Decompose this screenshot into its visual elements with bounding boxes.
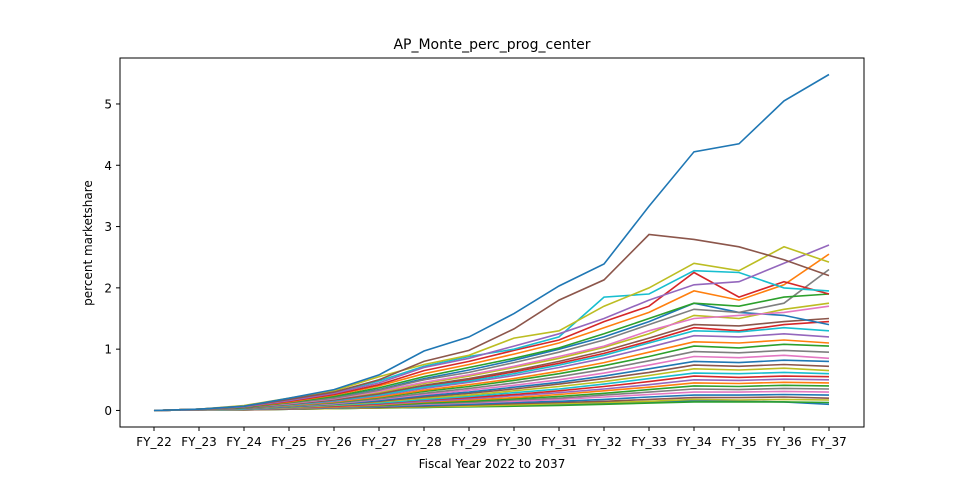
y-tick-label: 1 <box>104 343 112 357</box>
x-axis: FY_22 FY_23 FY_24 FY_25 FY_26 FY_27 FY_28 FY_29… <box>136 427 847 449</box>
chart-title: AP_Monte_perc_prog_center <box>393 37 590 53</box>
y-axis: 0 1 2 3 4 5 <box>104 97 120 418</box>
x-tick-label: FY_33 <box>631 435 667 449</box>
x-tick-label: FY_22 <box>136 435 172 449</box>
x-tick-label: FY_32 <box>586 435 622 449</box>
x-tick-label: FY_25 <box>271 435 307 449</box>
x-tick-label: FY_23 <box>181 435 217 449</box>
series-line-0 <box>153 73 830 412</box>
x-tick-label: FY_26 <box>316 435 352 449</box>
y-tick-label: 0 <box>104 404 112 418</box>
y-axis-label: percent marketshare <box>81 180 95 306</box>
x-tick-label: FY_36 <box>766 435 802 449</box>
plot-lines <box>153 73 830 412</box>
y-tick-label: 3 <box>104 220 112 234</box>
x-tick-label: FY_27 <box>361 435 397 449</box>
x-tick-label: FY_29 <box>451 435 487 449</box>
x-tick-label: FY_35 <box>721 435 757 449</box>
x-tick-label: FY_31 <box>541 435 577 449</box>
x-tick-label: FY_28 <box>406 435 442 449</box>
x-axis-label: Fiscal Year 2022 to 2037 <box>419 457 566 471</box>
plot-frame <box>119 57 865 428</box>
x-tick-label: FY_34 <box>676 435 712 449</box>
x-tick-label: FY_24 <box>226 435 262 449</box>
y-tick-label: 4 <box>104 159 112 173</box>
x-tick-label: FY_37 <box>811 435 847 449</box>
series-line-3 <box>153 244 830 412</box>
y-tick-label: 2 <box>104 281 112 295</box>
x-tick-label: FY_30 <box>496 435 532 449</box>
y-tick-label: 5 <box>104 97 112 111</box>
